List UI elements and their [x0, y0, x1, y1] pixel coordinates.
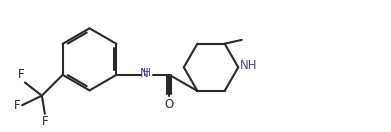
Text: NH: NH — [240, 59, 257, 72]
Text: F: F — [18, 68, 24, 81]
Text: F: F — [14, 99, 21, 112]
Text: H: H — [143, 68, 151, 78]
Text: O: O — [165, 98, 174, 111]
Text: N: N — [140, 67, 149, 80]
Text: F: F — [41, 115, 48, 128]
